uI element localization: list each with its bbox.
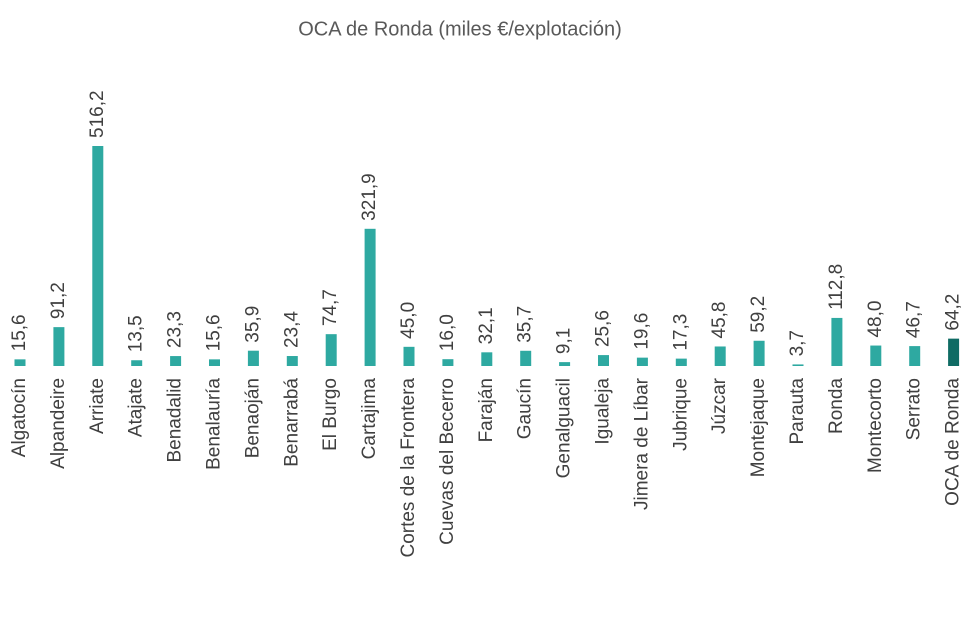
x-tick-label: Parauta — [787, 378, 808, 445]
x-tick-label: Benarrabá — [281, 378, 302, 467]
value-label: 13,5 — [126, 315, 147, 352]
value-label: 25,6 — [593, 310, 614, 347]
value-label: 15,6 — [204, 314, 225, 351]
x-tick-label: Júzcar — [709, 377, 730, 434]
x-tick-label: Cuevas del Becerro — [437, 378, 458, 545]
bar — [481, 352, 493, 366]
x-tick-label: Arriate — [87, 378, 108, 434]
x-tick-label: Faraján — [476, 378, 497, 442]
value-label: 3,7 — [787, 330, 808, 356]
x-tick-label: Benalauría — [204, 378, 225, 470]
bar — [286, 356, 298, 366]
x-tick-label: Ronda — [826, 378, 847, 434]
bar — [948, 338, 960, 366]
value-label: 112,8 — [826, 264, 847, 310]
value-label: 19,6 — [631, 313, 652, 350]
bar — [831, 317, 843, 366]
value-label: 23,4 — [281, 311, 302, 348]
value-label: 23,3 — [165, 311, 186, 348]
x-tick-label: Igualeja — [593, 378, 614, 445]
bar — [792, 364, 804, 366]
value-label: 35,9 — [242, 306, 263, 343]
x-tick-label: Montejaque — [748, 378, 769, 477]
value-label: 516,2 — [87, 90, 108, 138]
value-label: 321,9 — [359, 173, 380, 221]
x-tick-label: Algatocín — [9, 378, 30, 457]
x-tick-label: Alpandeire — [48, 378, 69, 469]
bar — [170, 356, 182, 366]
x-tick-label: Gaucín — [515, 378, 536, 439]
bar — [909, 346, 921, 366]
value-label: 74,7 — [320, 289, 341, 326]
value-label: 45,8 — [709, 301, 730, 338]
bar — [714, 346, 726, 366]
bar — [442, 359, 454, 366]
bar — [559, 362, 571, 366]
value-label: 91,2 — [48, 282, 69, 319]
bar — [131, 360, 143, 366]
bar — [247, 350, 259, 366]
x-tick-label: OCA de Ronda — [943, 378, 964, 506]
x-tick-label: Atajate — [126, 378, 147, 437]
bar — [92, 146, 104, 366]
x-tick-label: Serrato — [904, 378, 925, 440]
value-label: 45,0 — [398, 302, 419, 339]
bar — [53, 327, 65, 366]
value-label: 9,1 — [554, 328, 575, 354]
x-tick-label: Genalguacil — [554, 378, 575, 478]
bar — [636, 357, 648, 366]
chart-title: OCA de Ronda (miles €/explotación) — [298, 18, 622, 40]
x-tick-label: Cortes de la Frontera — [398, 378, 419, 558]
x-tick-label: Benaoján — [242, 378, 263, 458]
bar — [14, 359, 26, 366]
x-tick-label: Jimera de Líbar — [631, 377, 652, 510]
bar — [598, 355, 609, 366]
x-tick-label: Benadalid — [165, 378, 186, 463]
value-label: 16,0 — [437, 314, 458, 351]
bar — [403, 346, 415, 366]
bar — [325, 334, 337, 366]
bar — [753, 340, 765, 366]
bar — [364, 228, 376, 366]
bar — [209, 359, 220, 366]
value-label: 64,2 — [943, 294, 964, 331]
x-tick-label: Cartajima — [359, 378, 380, 460]
value-label: 46,7 — [904, 301, 925, 338]
value-label: 32,1 — [476, 307, 497, 344]
value-label: 59,2 — [748, 296, 769, 333]
value-label: 35,7 — [515, 306, 536, 343]
value-label: 15,6 — [9, 314, 30, 351]
value-label: 17,3 — [670, 314, 691, 351]
bar — [675, 358, 687, 366]
value-label: 48,0 — [865, 301, 886, 338]
bar — [870, 345, 882, 366]
x-tick-label: Jubrique — [670, 378, 691, 451]
x-tick-label: El Burgo — [320, 378, 341, 451]
bar — [520, 350, 532, 366]
x-tick-label: Montecorto — [865, 378, 886, 473]
